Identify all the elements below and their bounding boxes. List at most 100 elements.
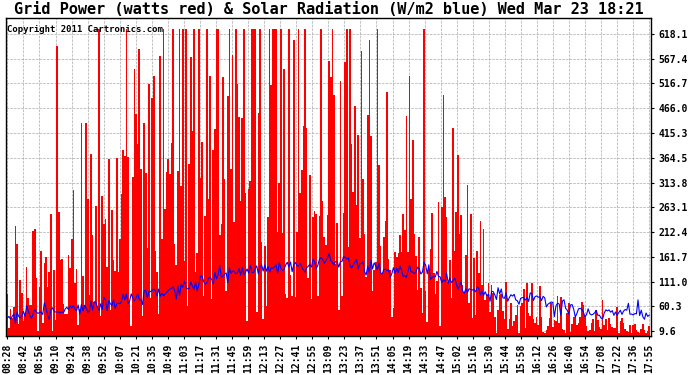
Bar bbox=[520, 306, 522, 336]
Bar bbox=[373, 270, 375, 336]
Bar bbox=[631, 333, 633, 336]
Bar bbox=[533, 319, 534, 336]
Bar bbox=[148, 84, 150, 336]
Bar bbox=[217, 29, 219, 336]
Bar bbox=[129, 301, 130, 336]
Bar bbox=[314, 211, 315, 336]
Bar bbox=[446, 217, 447, 336]
Bar bbox=[272, 29, 274, 336]
Bar bbox=[40, 251, 42, 336]
Bar bbox=[497, 310, 499, 336]
Bar bbox=[644, 330, 645, 336]
Bar bbox=[306, 128, 308, 336]
Bar bbox=[523, 289, 524, 336]
Bar bbox=[515, 315, 517, 336]
Bar bbox=[64, 314, 66, 336]
Bar bbox=[534, 323, 536, 336]
Bar bbox=[98, 29, 100, 336]
Bar bbox=[610, 324, 611, 336]
Bar bbox=[331, 29, 333, 336]
Bar bbox=[126, 29, 127, 336]
Bar bbox=[322, 201, 324, 336]
Bar bbox=[253, 29, 255, 336]
Bar bbox=[639, 333, 640, 336]
Bar bbox=[16, 244, 18, 336]
Bar bbox=[61, 259, 63, 336]
Bar bbox=[240, 201, 241, 336]
Bar bbox=[257, 112, 259, 336]
Bar bbox=[602, 300, 604, 336]
Bar bbox=[370, 135, 372, 336]
Bar bbox=[375, 262, 377, 336]
Bar bbox=[408, 76, 411, 336]
Bar bbox=[353, 192, 354, 336]
Bar bbox=[354, 106, 355, 336]
Bar bbox=[209, 76, 211, 336]
Bar bbox=[442, 95, 444, 336]
Bar bbox=[208, 200, 209, 336]
Bar bbox=[153, 76, 155, 336]
Bar bbox=[140, 169, 141, 336]
Bar bbox=[393, 308, 394, 336]
Bar bbox=[475, 315, 476, 336]
Bar bbox=[504, 319, 505, 336]
Bar bbox=[259, 29, 261, 336]
Bar bbox=[505, 282, 507, 336]
Bar bbox=[309, 175, 310, 336]
Bar bbox=[459, 234, 460, 336]
Bar bbox=[238, 117, 240, 336]
Bar bbox=[470, 214, 471, 336]
Bar bbox=[175, 265, 177, 336]
Bar bbox=[440, 326, 441, 336]
Bar bbox=[267, 217, 269, 336]
Bar bbox=[435, 294, 436, 336]
Bar bbox=[161, 239, 163, 336]
Bar bbox=[555, 321, 557, 336]
Bar bbox=[616, 308, 618, 336]
Bar bbox=[341, 296, 343, 336]
Bar bbox=[647, 331, 649, 336]
Bar bbox=[262, 320, 264, 336]
Bar bbox=[411, 200, 412, 336]
Bar bbox=[284, 69, 285, 336]
Bar bbox=[29, 305, 30, 336]
Bar bbox=[586, 326, 587, 336]
Bar bbox=[106, 267, 108, 336]
Bar bbox=[528, 313, 529, 336]
Bar bbox=[454, 251, 455, 336]
Bar bbox=[401, 252, 402, 336]
Bar bbox=[365, 277, 367, 336]
Bar bbox=[227, 96, 228, 336]
Bar bbox=[246, 321, 248, 336]
Bar bbox=[359, 238, 360, 336]
Bar bbox=[547, 326, 549, 336]
Bar bbox=[580, 317, 581, 336]
Bar bbox=[42, 322, 43, 336]
Bar bbox=[633, 326, 634, 336]
Bar bbox=[304, 29, 306, 336]
Bar bbox=[529, 316, 531, 336]
Bar bbox=[406, 116, 407, 336]
Bar bbox=[226, 291, 227, 336]
Bar bbox=[649, 326, 650, 336]
Bar bbox=[452, 128, 454, 336]
Bar bbox=[213, 150, 214, 336]
Bar bbox=[19, 280, 21, 336]
Bar bbox=[640, 329, 642, 336]
Bar bbox=[518, 333, 520, 336]
Bar bbox=[256, 312, 257, 336]
Bar bbox=[629, 325, 631, 336]
Bar bbox=[469, 303, 470, 336]
Bar bbox=[199, 178, 201, 336]
Bar bbox=[538, 325, 539, 336]
Bar bbox=[101, 196, 103, 336]
Bar bbox=[317, 296, 319, 336]
Bar bbox=[367, 115, 368, 336]
Bar bbox=[32, 231, 34, 336]
Bar bbox=[484, 300, 486, 336]
Bar bbox=[368, 40, 370, 336]
Bar bbox=[53, 270, 55, 336]
Bar bbox=[13, 307, 14, 336]
Bar bbox=[493, 294, 494, 336]
Bar bbox=[77, 325, 79, 336]
